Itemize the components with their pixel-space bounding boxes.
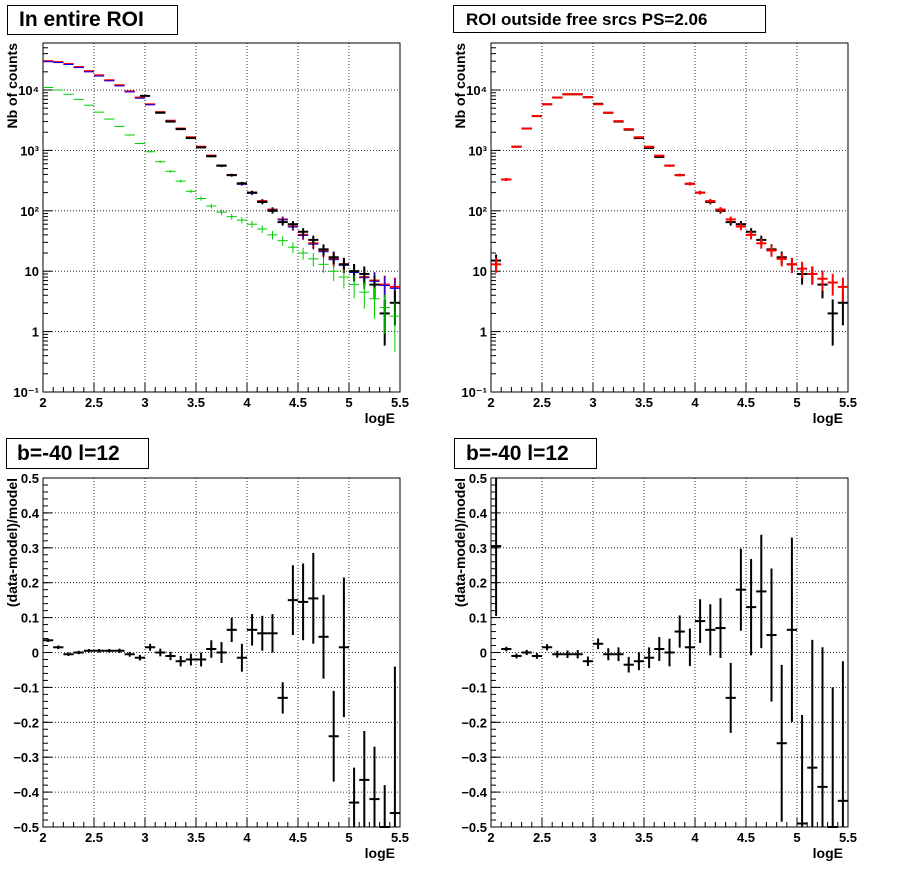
panel-title: b=-40 l=12 xyxy=(454,438,597,469)
y-tick-label: −0.4 xyxy=(461,785,487,800)
y-tick-label: 10 xyxy=(473,264,487,279)
x-tick-label: 2 xyxy=(487,395,494,410)
y-tick-label: 10² xyxy=(468,204,487,219)
y-tick-label: 0.2 xyxy=(21,576,39,591)
plot-frame xyxy=(490,42,849,393)
y-axis-label: (data-model)/model xyxy=(452,478,468,607)
panel-counts-entire-roi: 2 2.5 3 3.5 4 4.5 5 5.5 10⁻¹ 1 10 10² 10³ 10⁴ logE Nb o… xyxy=(4,42,409,426)
x-tick-label: 2.5 xyxy=(85,830,103,845)
x-tick-label: 2 xyxy=(487,830,494,845)
x-tick-label: 2 xyxy=(39,830,46,845)
y-tick-label: −0.3 xyxy=(461,750,487,765)
y-tick-label: 10⁻¹ xyxy=(461,385,487,400)
y-tick-label: 10⁴ xyxy=(18,83,39,98)
x-tick-label: 5.5 xyxy=(839,830,857,845)
y-tick-label: −0.2 xyxy=(13,715,39,730)
panel-residuals-right: 2 2.5 3 3.5 4 4.5 5 5.5 −0.5 −0.4 −0.3 −0.2 −0.1 0 0.1… xyxy=(452,471,857,861)
x-tick-label: 5.5 xyxy=(839,395,857,410)
x-tick-label: 3.5 xyxy=(187,395,205,410)
y-tick-label: 10⁴ xyxy=(466,83,487,98)
y-axis-label: (data-model)/model xyxy=(4,478,20,607)
y-tick-label: 0.2 xyxy=(469,576,487,591)
x-tick-label: 3 xyxy=(141,830,148,845)
y-tick-label: 0.4 xyxy=(21,506,40,521)
y-tick-label: 0.1 xyxy=(21,611,39,626)
y-tick-label: −0.5 xyxy=(461,820,487,835)
panel-title: b=-40 l=12 xyxy=(6,438,149,469)
x-tick-label: 4.5 xyxy=(737,395,755,410)
y-tick-label: 10 xyxy=(25,264,39,279)
x-tick-label: 5 xyxy=(345,830,352,845)
x-tick-label: 5.5 xyxy=(391,395,409,410)
y-tick-label: −0.4 xyxy=(13,785,39,800)
x-tick-label: 5.5 xyxy=(391,830,409,845)
y-tick-label: 10⁻¹ xyxy=(13,385,39,400)
y-tick-label: −0.1 xyxy=(461,680,487,695)
x-axis-label: logE xyxy=(365,410,395,426)
y-tick-label: 0.3 xyxy=(469,541,487,556)
plot-frame xyxy=(42,477,401,828)
y-tick-label: 0 xyxy=(480,646,487,661)
x-tick-label: 4.5 xyxy=(289,830,307,845)
x-tick-label: 3.5 xyxy=(635,830,653,845)
x-tick-label: 4.5 xyxy=(737,830,755,845)
y-tick-label: 0.5 xyxy=(469,471,487,486)
y-tick-label: 0.5 xyxy=(21,471,39,486)
x-axis-label: logE xyxy=(813,410,843,426)
y-tick-label: −0.2 xyxy=(461,715,487,730)
x-axis-label: logE xyxy=(365,845,395,861)
y-tick-label: 0.1 xyxy=(469,611,487,626)
x-tick-label: 3 xyxy=(589,830,596,845)
x-tick-label: 3 xyxy=(141,395,148,410)
x-tick-label: 4.5 xyxy=(289,395,307,410)
x-tick-label: 4 xyxy=(243,830,251,845)
y-tick-label: 10³ xyxy=(468,143,487,158)
y-tick-label: 0.3 xyxy=(21,541,39,556)
plot-frame xyxy=(490,477,849,828)
x-tick-label: 2 xyxy=(39,395,46,410)
x-tick-label: 5 xyxy=(345,395,352,410)
y-axis-label: Nb of counts xyxy=(452,43,468,129)
y-tick-label: −0.5 xyxy=(13,820,39,835)
x-tick-label: 5 xyxy=(793,830,800,845)
x-tick-label: 5 xyxy=(793,395,800,410)
x-tick-label: 4 xyxy=(691,830,699,845)
x-axis-label: logE xyxy=(813,845,843,861)
x-tick-label: 4 xyxy=(691,395,699,410)
y-tick-label: −0.1 xyxy=(13,680,39,695)
x-tick-label: 2.5 xyxy=(533,830,551,845)
y-axis-label: Nb of counts xyxy=(4,43,20,129)
x-tick-label: 2.5 xyxy=(85,395,103,410)
panel-counts-outside-free-srcs: 2 2.5 3 3.5 4 4.5 5 5.5 10⁻¹ 1 10 10² 10³ 10⁴ logE Nb o… xyxy=(452,42,857,426)
x-tick-label: 2.5 xyxy=(533,395,551,410)
y-tick-label: 1 xyxy=(32,325,39,340)
x-tick-label: 3 xyxy=(589,395,596,410)
y-tick-label: 0 xyxy=(32,646,39,661)
x-tick-label: 4 xyxy=(243,395,251,410)
y-tick-label: 1 xyxy=(480,325,487,340)
y-tick-label: 10³ xyxy=(20,143,39,158)
panel-title: ROI outside free srcs PS=2.06 xyxy=(453,5,766,33)
y-tick-label: −0.3 xyxy=(13,750,39,765)
x-tick-label: 3.5 xyxy=(187,830,205,845)
panel-residuals-left: 2 2.5 3 3.5 4 4.5 5 5.5 −0.5 −0.4 −0.3 −0.2 −0.1 0 0.1… xyxy=(4,471,409,861)
y-tick-label: 10² xyxy=(20,204,39,219)
plot-frame xyxy=(42,42,401,393)
y-tick-label: 0.4 xyxy=(469,506,488,521)
panel-title: In entire ROI xyxy=(7,5,178,35)
x-tick-label: 3.5 xyxy=(635,395,653,410)
